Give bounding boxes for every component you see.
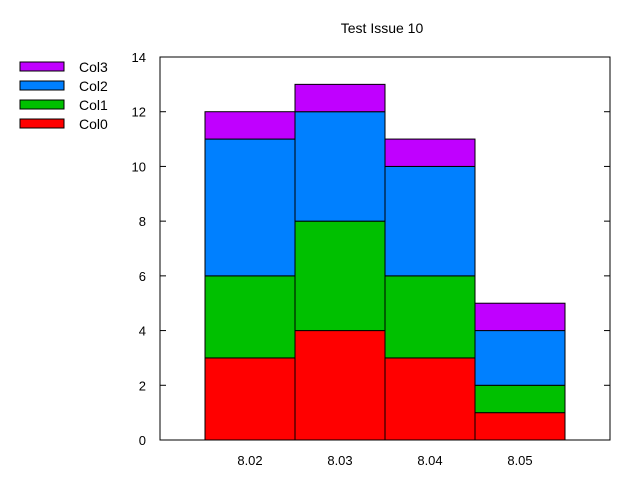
bar-col1-8-03 (294, 220, 386, 332)
legend-swatch-col1 (19, 99, 65, 110)
y-tick-label: 6 (139, 269, 146, 284)
y-tick-label: 8 (139, 214, 146, 229)
bar-col2-8-02 (204, 138, 296, 277)
y-tick-label: 2 (139, 378, 146, 393)
bar-col1-8-04 (384, 275, 476, 359)
bar-col3-8-05 (474, 302, 566, 332)
x-tick-label: 8.05 (507, 453, 532, 468)
legend-label-col2: Col2 (79, 78, 108, 94)
legend-swatch-col2 (19, 80, 65, 91)
legend-label-col3: Col3 (79, 59, 108, 75)
y-tick-label: 14 (132, 50, 146, 65)
bar-col2-8-04 (384, 165, 476, 277)
bar-col3-8-02 (204, 111, 296, 140)
y-tick-label: 12 (132, 105, 146, 120)
bar-col0-8-03 (294, 330, 386, 441)
bar-col0-8-02 (204, 357, 296, 441)
bar-col0-8-05 (474, 412, 566, 441)
y-tick-label: 10 (132, 159, 146, 174)
x-tick-label: 8.03 (327, 453, 352, 468)
legend-swatch-col0 (19, 118, 65, 129)
y-tick-label: 4 (139, 324, 146, 339)
x-tick-label: 8.04 (417, 453, 442, 468)
legend-swatch-col3 (19, 61, 65, 72)
bar-col0-8-04 (384, 357, 476, 441)
bar-col1-8-05 (474, 384, 566, 414)
bars-group (204, 83, 566, 441)
legend-label-col1: Col1 (79, 97, 108, 113)
y-axis: 0 2 4 6 8 10 12 14 (132, 50, 610, 448)
x-axis: 8.02 8.03 8.04 8.05 (237, 453, 532, 468)
legend: Col3 Col2 Col1 Col0 (19, 59, 108, 132)
bar-col3-8-04 (384, 138, 476, 167)
bar-col1-8-02 (204, 275, 296, 359)
chart-title: Test Issue 10 (341, 20, 424, 36)
bar-col2-8-03 (294, 111, 386, 222)
x-tick-label: 8.02 (237, 453, 262, 468)
y-tick-label: 0 (139, 433, 146, 448)
bar-col3-8-03 (294, 83, 386, 113)
bar-col2-8-05 (474, 330, 566, 386)
legend-label-col0: Col0 (79, 116, 108, 132)
